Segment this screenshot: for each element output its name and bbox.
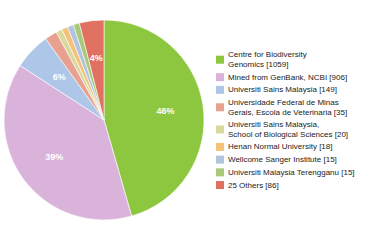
- legend-item: Universidade Federal de MinasGerais, Esc…: [216, 98, 347, 117]
- data-label: 6%: [53, 72, 66, 82]
- legend-swatch: [216, 73, 224, 81]
- legend-label: Mined from GenBank, NCBI [906]: [228, 73, 347, 82]
- legend-item: Centre for BiodiversityGenomics [1059]: [216, 50, 307, 68]
- data-label: 46%: [156, 106, 174, 116]
- legend-label: Universiti Sains Malaysia,School of Biol…: [228, 120, 348, 139]
- chart: 46% 39% 6% 4% Centre for BiodiversityGenomic…: [0, 0, 380, 240]
- data-labels: 46% 39% 6% 4%: [45, 53, 174, 161]
- legend-swatch: [216, 86, 224, 94]
- legend-swatch: [216, 103, 224, 111]
- legend-item: 25 Others [86]: [216, 181, 279, 190]
- legend-item: Wellcome Sanger Institute [15]: [216, 155, 337, 164]
- legend-label: Centre for BiodiversityGenomics [1059]: [228, 50, 307, 68]
- legend-swatch: [216, 156, 224, 164]
- legend-label: Wellcome Sanger Institute [15]: [228, 155, 337, 164]
- legend-swatch: [216, 56, 224, 64]
- legend-item: Universiti Sains Malaysia,School of Biol…: [216, 120, 348, 139]
- pie: [4, 20, 204, 220]
- legend-swatch: [216, 143, 224, 151]
- legend-item: Mined from GenBank, NCBI [906]: [216, 73, 347, 82]
- legend-label: Universidade Federal de MinasGerais, Esc…: [228, 98, 347, 117]
- legend-label: Universiti Malaysia Terengganu [15]: [228, 168, 355, 177]
- legend-swatch: [216, 181, 224, 189]
- legend-item: Henan Normal University [18]: [216, 142, 332, 151]
- data-label: 39%: [45, 152, 63, 162]
- legend-swatch: [216, 168, 224, 176]
- legend-swatch: [216, 126, 224, 134]
- legend-item: Universiti Malaysia Terengganu [15]: [216, 168, 355, 177]
- legend-label: Henan Normal University [18]: [228, 142, 332, 151]
- legend: Centre for BiodiversityGenomics [1059] Mi…: [216, 50, 355, 189]
- pie-slice: [79, 20, 104, 120]
- legend-label: Universiti Sains Malaysia [149]: [228, 85, 337, 94]
- legend-label: 25 Others [86]: [228, 181, 279, 190]
- data-label: 4%: [90, 53, 103, 63]
- legend-item: Universiti Sains Malaysia [149]: [216, 85, 337, 94]
